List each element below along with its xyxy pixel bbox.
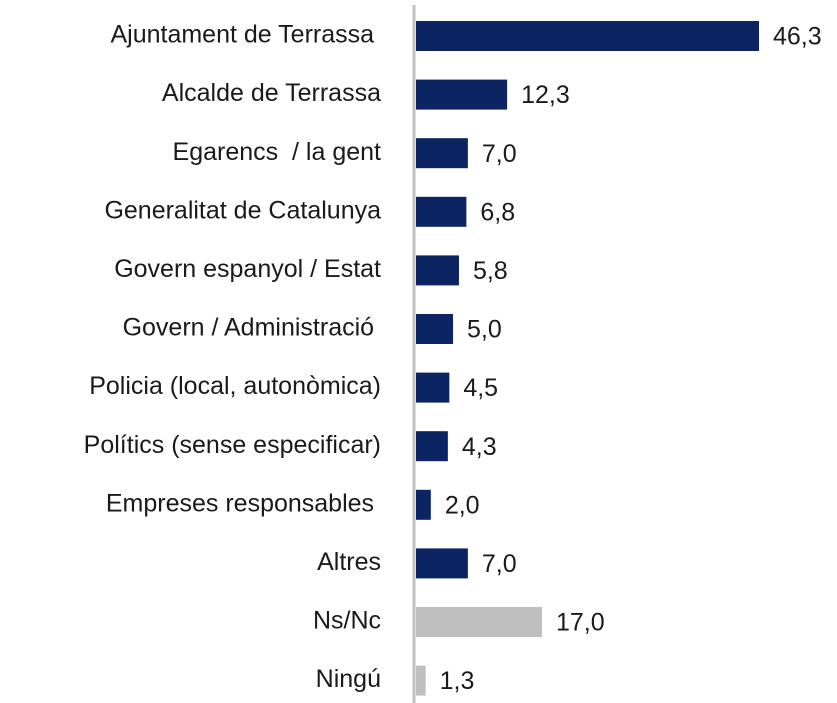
value-label: 5,0 (467, 316, 502, 344)
category-label: Govern espanyol / Estat (114, 255, 381, 283)
value-label: 1,3 (440, 667, 475, 695)
value-label: 17,0 (556, 609, 605, 637)
bar (416, 665, 426, 696)
category-label: Altres (317, 548, 381, 576)
category-label: Ajuntament de Terrassa (110, 21, 381, 49)
bar (416, 21, 759, 51)
category-label: Alcalde de Terrassa (162, 79, 381, 107)
value-label: 7,0 (482, 550, 517, 578)
bar (416, 255, 459, 286)
category-label: Govern / Administració (123, 314, 381, 342)
bar (416, 314, 454, 344)
bar (416, 79, 508, 110)
category-label: Empreses responsables (106, 489, 381, 517)
value-label: 2,0 (445, 491, 480, 519)
bar (416, 431, 448, 462)
category-label: Policia (local, autonòmica) (89, 372, 381, 400)
value-label: 4,3 (462, 433, 497, 461)
value-label: 46,3 (773, 23, 822, 51)
category-label: Generalitat de Catalunya (104, 196, 381, 224)
category-label: Ningú (316, 665, 381, 693)
bar (416, 196, 467, 227)
bar (416, 489, 431, 520)
bar (416, 548, 468, 579)
category-label: Egarencs / la gent (173, 138, 382, 166)
value-label: 6,8 (480, 198, 515, 226)
value-label: 12,3 (521, 81, 570, 109)
category-label: Ns/Nc (313, 607, 381, 635)
value-label: 5,8 (473, 257, 508, 285)
bar (416, 138, 468, 169)
category-label: Polítics (sense especificar) (84, 431, 381, 459)
bar (416, 607, 542, 637)
value-label: 4,5 (463, 374, 498, 402)
bar (416, 372, 450, 403)
value-label: 7,0 (482, 140, 517, 168)
